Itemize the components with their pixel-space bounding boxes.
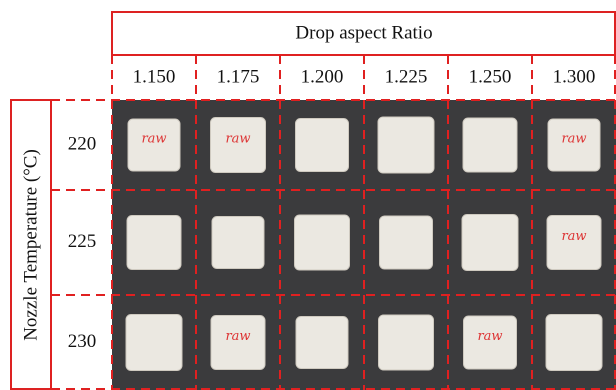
column-label: 1.175 xyxy=(217,66,260,87)
row-label: 230 xyxy=(68,331,97,352)
handwritten-note: raw xyxy=(561,229,586,244)
row-label: 220 xyxy=(68,133,97,154)
column-label: 1.150 xyxy=(133,66,176,87)
column-label: 1.200 xyxy=(301,66,344,87)
sample-tile xyxy=(462,215,518,271)
sample-tile xyxy=(378,117,434,173)
handwritten-note: raw xyxy=(477,329,502,344)
sample-tile xyxy=(296,119,349,172)
row-label: 225 xyxy=(68,231,97,252)
sample-tile xyxy=(296,317,348,369)
column-label: 1.250 xyxy=(469,66,512,87)
sample-tile xyxy=(380,216,433,269)
sample-tile xyxy=(212,217,264,269)
figure: Drop aspect Ratio Nozzle Temperature (°C… xyxy=(0,0,616,390)
row-title: Nozzle Temperature (°C) xyxy=(20,149,41,341)
sample-tile xyxy=(127,216,181,270)
sample-tile xyxy=(379,315,434,370)
sample-tile xyxy=(546,315,602,371)
handwritten-note: raw xyxy=(561,132,586,147)
handwritten-note: raw xyxy=(225,329,250,344)
header-title: Drop aspect Ratio xyxy=(295,22,432,43)
sample-tile xyxy=(463,118,517,172)
sample-tile xyxy=(126,315,182,371)
handwritten-note: raw xyxy=(141,132,166,147)
sample-tile xyxy=(295,215,350,270)
column-label: 1.300 xyxy=(553,66,596,87)
column-label: 1.225 xyxy=(385,66,428,87)
handwritten-note: raw xyxy=(225,132,250,147)
